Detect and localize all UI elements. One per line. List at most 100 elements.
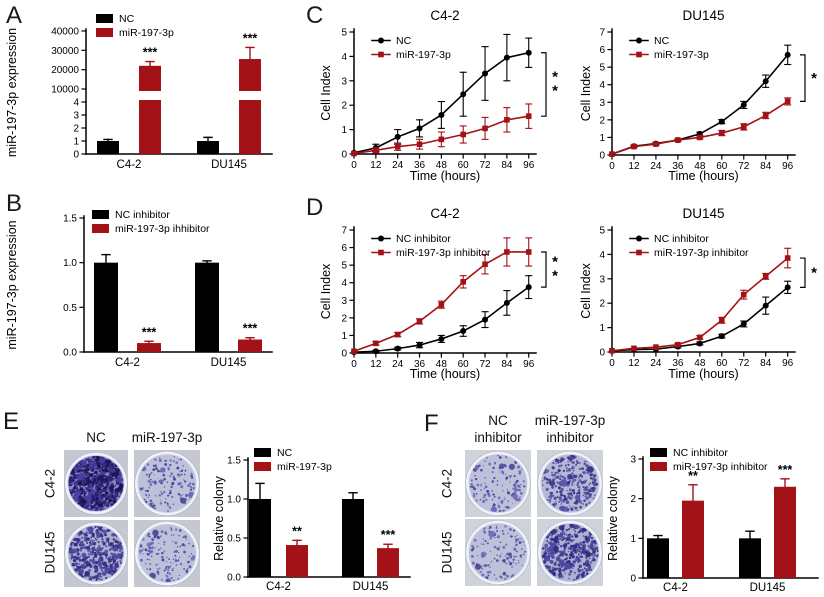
svg-text:30000: 30000 [51,46,79,57]
svg-text:72: 72 [738,161,750,172]
svg-text:0: 0 [609,358,615,369]
svg-text:Relative colony: Relative colony [212,475,226,561]
svg-text:miR-197-3p inhibitor: miR-197-3p inhibitor [396,247,491,259]
svg-text:12: 12 [628,358,640,369]
svg-text:miR-197-3p ihhibitor: miR-197-3p ihhibitor [115,223,210,235]
svg-text:5: 5 [341,261,347,272]
svg-text:4: 4 [599,80,605,91]
svg-text:0: 0 [599,151,605,162]
svg-text:60: 60 [716,161,728,172]
svg-text:7: 7 [599,28,605,39]
svg-text:DU145: DU145 [682,206,724,221]
panel-label-c: C [306,2,324,29]
colony-col-header-line: NC [488,413,508,428]
svg-text:60: 60 [458,359,470,370]
svg-text:miR-197-3p: miR-197-3p [396,49,451,61]
svg-text:miR-197-3p: miR-197-3p [654,49,709,61]
svg-text:4: 4 [341,278,347,289]
bar-chart-relative-colony-mimic: 0.0 0.5 1.0 1.5 ** C4-2 *** DU145 NC miR-197-3p Re… [212,447,411,593]
svg-text:DU145: DU145 [211,159,247,171]
svg-text:miR-197-3p: miR-197-3p [119,27,174,39]
svg-text:NC: NC [396,35,412,47]
svg-text:***: *** [142,325,157,339]
colony-col-header-line: inhibitor [546,429,594,445]
svg-text:NC inhibitor: NC inhibitor [396,233,451,245]
svg-text:3: 3 [341,76,347,87]
svg-text:Time (hours): Time (hours) [410,367,480,381]
svg-text:1.0: 1.0 [227,495,241,506]
svg-text:12: 12 [628,161,640,172]
bar-chart-mir197-expression-inhibitor: 0.0 0.5 1.0 1.5 *** C4-2 *** DU145 NC inhibitor m… [5,209,273,369]
svg-text:*: * [552,82,558,99]
colony-dish-grid-e [64,450,200,587]
svg-text:NC: NC [277,447,293,459]
svg-text:***: *** [243,31,258,45]
svg-text:0: 0 [73,150,79,161]
svg-text:1: 1 [599,133,605,144]
svg-text:*: * [552,268,558,285]
svg-text:84: 84 [760,358,772,369]
panel-label-d: D [306,194,324,221]
svg-text:36: 36 [414,359,426,370]
svg-text:miR-197-3p: miR-197-3p [277,461,332,473]
svg-text:3: 3 [630,455,636,466]
svg-text:20000: 20000 [51,65,79,76]
svg-text:Cell Index: Cell Index [579,262,593,318]
svg-text:84: 84 [760,161,772,172]
svg-text:***: *** [381,528,396,542]
svg-text:Time (hours): Time (hours) [668,169,738,183]
svg-text:Time (hours): Time (hours) [410,169,480,183]
bar-chart-relative-colony-inhibitor: 0 1 2 3 ** C4-2 *** DU145 NC inhibitor miR-197-3p… [606,447,819,594]
svg-text:36: 36 [672,358,684,369]
svg-text:0: 0 [351,359,357,370]
svg-text:*: * [811,265,817,282]
svg-text:0.0: 0.0 [227,573,241,584]
colony-col-header-nc: NC [86,430,106,445]
svg-text:4: 4 [599,250,605,261]
svg-text:0: 0 [599,348,605,359]
svg-text:84: 84 [501,160,513,171]
svg-text:2: 2 [341,313,347,324]
svg-text:***: *** [243,322,258,336]
svg-text:Cell Index: Cell Index [319,64,333,120]
svg-text:5: 5 [599,226,605,237]
svg-text:3: 3 [73,111,79,122]
colony-row-label-du145: DU145 [439,531,455,574]
svg-text:36: 36 [672,161,684,172]
svg-text:4: 4 [73,98,79,109]
colony-dish-grid-f [465,450,603,586]
colony-col-header-line: miR-197-3p [534,413,606,428]
svg-text:NC: NC [654,35,670,47]
svg-text:Time (hours): Time (hours) [668,367,738,381]
svg-text:36: 36 [414,160,426,171]
svg-text:60: 60 [458,160,470,171]
svg-text:**: ** [688,469,698,483]
svg-text:1.5: 1.5 [227,456,241,467]
svg-text:*: * [552,68,558,85]
svg-text:5: 5 [341,28,347,39]
svg-text:miR-197-3p expression: miR-197-3p expression [5,28,19,157]
svg-text:72: 72 [738,358,750,369]
svg-text:NC inhibitor: NC inhibitor [115,209,170,221]
svg-text:0: 0 [341,349,347,360]
svg-text:0.5: 0.5 [227,534,241,545]
svg-text:C4-2: C4-2 [663,582,688,594]
svg-text:NC inhibitor: NC inhibitor [654,233,709,245]
svg-text:24: 24 [650,161,662,172]
colony-col-header-line: inhibitor [474,429,522,445]
svg-text:72: 72 [479,160,491,171]
panel-label-e: E [3,408,20,435]
svg-text:DU145: DU145 [353,581,389,593]
svg-text:C4-2: C4-2 [115,357,140,369]
colony-col-header-nc-inhibitor: NC inhibitor [458,413,538,447]
svg-text:DU145: DU145 [750,582,786,594]
svg-text:Relative colony: Relative colony [606,475,620,561]
svg-text:NC inhibitor: NC inhibitor [673,447,728,459]
svg-text:2: 2 [599,299,605,310]
svg-text:48: 48 [436,160,448,171]
panel-label-a: A [6,2,23,29]
